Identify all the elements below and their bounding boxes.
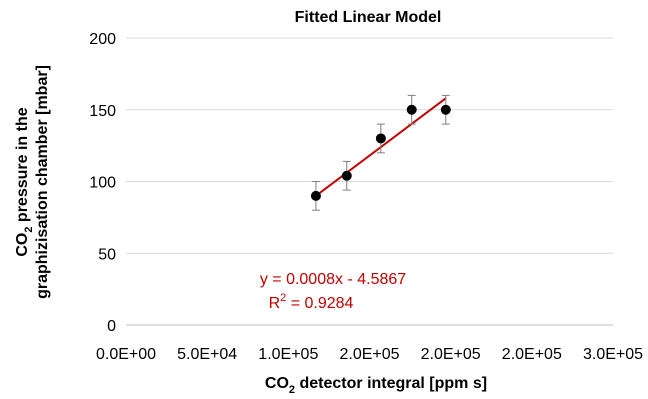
- x-tick-label-1: 5.0E+04: [177, 346, 237, 363]
- r-squared-symbol: R: [269, 295, 281, 312]
- y-axis-label-co: CO: [14, 233, 31, 257]
- x-tick-label-0: 0.0E+00: [96, 346, 156, 363]
- x-tick-label-3: 2.0E+05: [339, 346, 399, 363]
- x-axis-label: CO2 detector integral [ppm s]: [265, 375, 487, 396]
- trendline-equation: y = 0.0008x - 4.5867: [260, 271, 406, 288]
- y-axis-label-rest: pressure in the: [14, 107, 31, 226]
- data-point-4: [440, 104, 451, 115]
- r-squared-value: = 0.9284: [286, 295, 353, 312]
- y-tick-label-3: 150: [89, 103, 116, 120]
- y-axis-label-line2: graphizisation chamber [mbar]: [34, 65, 51, 299]
- data-points: [310, 104, 451, 201]
- y-axis-label-subscript: 2: [23, 227, 35, 233]
- x-tick-labels: 0.0E+00 5.0E+04 1.0E+05 2.0E+05 2.0E+05 2.0E+…: [96, 346, 643, 363]
- y-axis-label-line1: CO2 pressure in the: [14, 107, 35, 256]
- chart-title: Fitted Linear Model: [295, 9, 442, 26]
- x-tick-label-2: 1.0E+05: [258, 346, 318, 363]
- data-point-2: [375, 133, 386, 144]
- grid-lines: [126, 37, 613, 254]
- r-squared-label: R2 = 0.9284: [269, 292, 354, 312]
- x-axis-label-rest: detector integral [ppm s]: [295, 375, 487, 392]
- error-bars: [311, 94, 450, 211]
- data-point-3: [406, 104, 417, 115]
- x-tick-label-6: 3.0E+05: [583, 346, 643, 363]
- data-point-0: [310, 190, 321, 201]
- x-axis-label-subscript: 2: [289, 384, 295, 396]
- y-tick-label-1: 50: [98, 246, 116, 263]
- x-tick-label-4: 2.0E+05: [421, 346, 481, 363]
- y-tick-label-2: 100: [89, 175, 116, 192]
- r-squared-superscript: 2: [280, 292, 286, 304]
- y-tick-label-4: 200: [89, 31, 116, 48]
- y-tick-labels: 0 50 100 150 200: [89, 31, 116, 335]
- x-axis-label-co: CO: [265, 375, 289, 392]
- y-tick-label-0: 0: [107, 318, 116, 335]
- data-point-1: [341, 170, 352, 181]
- x-tick-label-5: 2.0E+05: [502, 346, 562, 363]
